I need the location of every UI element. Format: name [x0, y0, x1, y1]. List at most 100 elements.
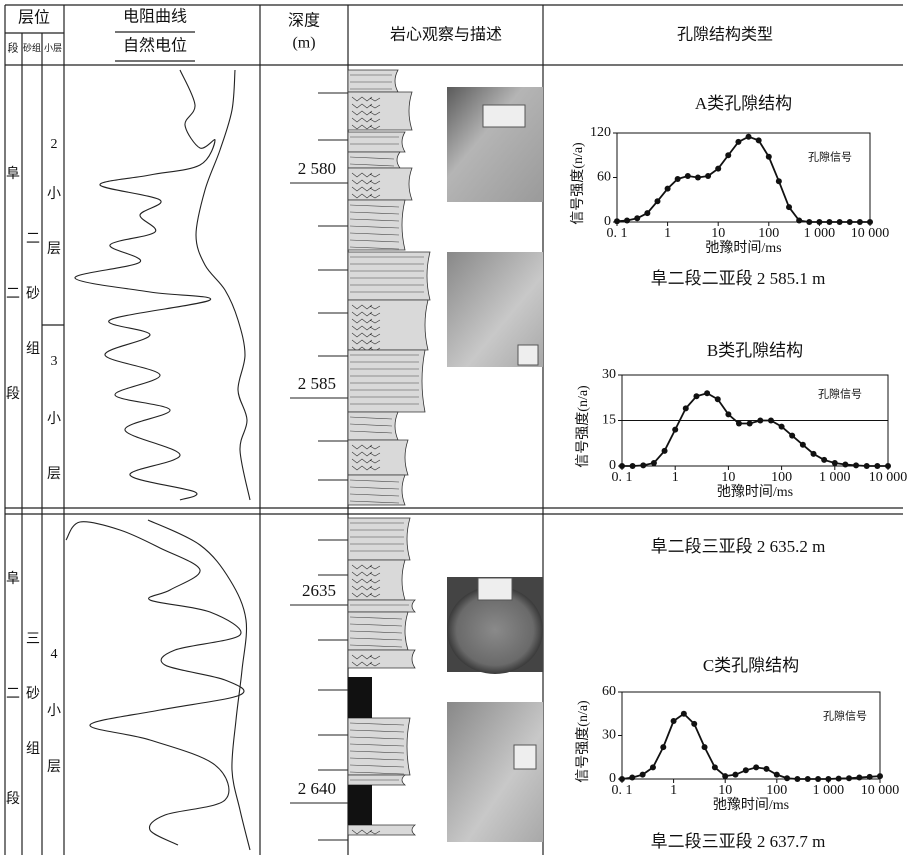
signal-point: [816, 219, 822, 225]
shazu-char: 二: [26, 232, 40, 247]
legend-entry: 孔隙信号: [818, 387, 862, 401]
signal-point: [857, 219, 863, 225]
signal-point: [837, 219, 843, 225]
depth-label: 2 585: [298, 374, 336, 393]
signal-line: [617, 137, 870, 222]
signal-point: [685, 173, 691, 179]
duan-char: 二: [6, 287, 20, 302]
signal-point: [836, 776, 842, 782]
core-block: [348, 518, 410, 560]
xiaoceng-char: 小: [47, 411, 61, 427]
signal-point: [614, 218, 620, 224]
x-tick-label: 100: [758, 226, 779, 241]
signal-point: [874, 463, 880, 469]
depth-label: 2 640: [298, 779, 336, 798]
signal-point: [794, 776, 800, 782]
signal-point: [702, 744, 708, 750]
x-tick-label: 1 000: [804, 226, 836, 241]
signal-point: [735, 139, 741, 145]
signal-point: [660, 744, 666, 750]
signal-point: [826, 219, 832, 225]
core-mudstone: [348, 785, 372, 825]
duan-char: 二: [6, 687, 20, 702]
header-depth: 深度: [288, 12, 320, 30]
signal-point: [763, 766, 769, 772]
shazu-char: 三: [26, 632, 40, 647]
header-stratum: 层位: [18, 9, 50, 27]
xiaoceng-char: 层: [47, 242, 61, 257]
chart-title: B类孔隙结构: [707, 341, 803, 360]
signal-point: [805, 776, 811, 782]
chart-caption: 阜二段三亚段 2 637.7 m: [651, 832, 826, 851]
signal-point: [675, 176, 681, 182]
x-axis-label: 弛豫时间/ms: [705, 240, 781, 256]
signal-point: [681, 711, 687, 717]
header-shazu: 砂组: [23, 42, 41, 53]
signal-point: [846, 775, 852, 781]
signal-point: [786, 204, 792, 210]
signal-point: [784, 775, 790, 781]
log-curve: [66, 522, 244, 845]
signal-point: [693, 393, 699, 399]
signal-point: [847, 219, 853, 225]
signal-point: [736, 421, 742, 427]
core-block: [348, 300, 428, 350]
x-tick-label: 10 000: [851, 226, 890, 241]
y-tick-label: 15: [602, 413, 616, 428]
core-block: [348, 350, 425, 412]
signal-point: [885, 463, 891, 469]
signal-point: [624, 218, 630, 224]
plot-frame: [617, 133, 870, 222]
x-tick-label: 0. 1: [612, 470, 633, 485]
signal-point: [853, 462, 859, 468]
duan-char: 段: [6, 386, 20, 402]
signal-point: [651, 460, 657, 466]
signal-point: [766, 154, 772, 160]
signal-point: [671, 718, 677, 724]
signal-point: [756, 137, 762, 143]
legend-entry: 孔隙信号: [808, 150, 852, 164]
signal-point: [665, 186, 671, 192]
core-block: [348, 200, 405, 250]
x-tick-label: 10: [718, 783, 732, 798]
core-mudstone: [348, 677, 372, 718]
xiaoceng-char: 小: [47, 186, 61, 202]
signal-point: [630, 463, 636, 469]
signal-point: [800, 442, 806, 448]
signal-point: [634, 215, 640, 221]
plot-frame: [622, 692, 880, 779]
xiaoceng-char: 2: [51, 137, 58, 152]
duan-char: 阜: [6, 570, 20, 587]
duan-char: 阜: [6, 165, 20, 182]
y-tick-label: 120: [590, 125, 611, 140]
header-pore: 孔隙结构类型: [677, 26, 773, 44]
xiaoceng-char: 层: [47, 760, 61, 775]
signal-point: [757, 418, 763, 424]
signal-point: [867, 774, 873, 780]
x-tick-label: 1: [672, 470, 679, 485]
chart-caption: 阜二段二亚段 2 585.1 m: [651, 269, 826, 288]
x-tick-label: 100: [771, 470, 792, 485]
signal-point: [725, 411, 731, 417]
signal-point: [722, 773, 728, 779]
signal-point: [732, 772, 738, 778]
signal-point: [715, 166, 721, 172]
signal-point: [650, 764, 656, 770]
x-tick-label: 10: [711, 226, 725, 241]
signal-point: [877, 773, 883, 779]
signal-point: [746, 134, 752, 140]
y-axis-label: 信号强度(n/a): [575, 700, 591, 783]
signal-point: [747, 421, 753, 427]
x-tick-label: 1 000: [813, 783, 845, 798]
core-block: [348, 132, 405, 152]
core-block: [348, 475, 405, 505]
core-block: [348, 92, 412, 130]
signal-point: [842, 461, 848, 467]
signal-point: [832, 460, 838, 466]
signal-point: [815, 776, 821, 782]
xiaoceng-char: 3: [51, 354, 58, 369]
signal-point: [691, 721, 697, 727]
y-axis-label: 信号强度(n/a): [575, 385, 591, 468]
x-tick-label: 100: [766, 783, 787, 798]
signal-point: [825, 776, 831, 782]
